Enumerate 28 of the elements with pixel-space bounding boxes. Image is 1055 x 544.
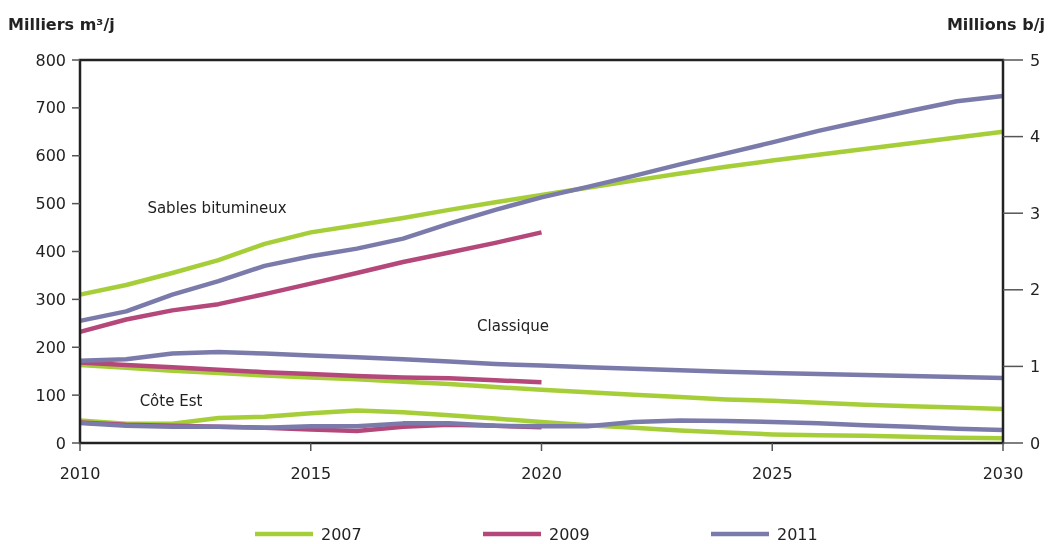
y-tick-label: 100 [35, 385, 66, 405]
y-tick-label: 500 [35, 194, 66, 214]
y-tick-label: 600 [35, 146, 66, 166]
annotation: Côte Est [139, 392, 203, 411]
x-tick-label: 2015 [290, 464, 332, 483]
y-tick-label: 800 [35, 50, 66, 70]
y2-tick-label: 5 [1030, 50, 1041, 70]
y-tick-label: 300 [35, 289, 66, 309]
y2-tick-label: 1 [1030, 357, 1041, 376]
y2-tick-label: 2 [1030, 280, 1041, 300]
legend-label: 2011 [777, 524, 818, 544]
y2-tick-label: 0 [1030, 433, 1041, 453]
y-tick-label: 200 [35, 337, 66, 357]
x-tick-label: 2020 [521, 464, 562, 483]
x-tick-label: 2010 [59, 464, 101, 483]
y2-tick-label: 4 [1030, 127, 1041, 147]
annotation: Sables bitumineux [147, 199, 287, 218]
legend-label: 2007 [321, 524, 362, 544]
y-axis-title: Milliers m³/j [8, 15, 115, 34]
legend-label: 2009 [549, 524, 590, 544]
y2-axis-title: Millions b/j [946, 15, 1045, 34]
x-tick-label: 2025 [751, 464, 793, 483]
y-tick-label: 700 [35, 98, 66, 118]
y-tick-label: 400 [35, 242, 66, 262]
y2-tick-label: 3 [1030, 203, 1041, 223]
annotation: Classique [477, 317, 549, 336]
x-tick-label: 2030 [982, 464, 1024, 483]
y-tick-label: 0 [55, 433, 66, 453]
